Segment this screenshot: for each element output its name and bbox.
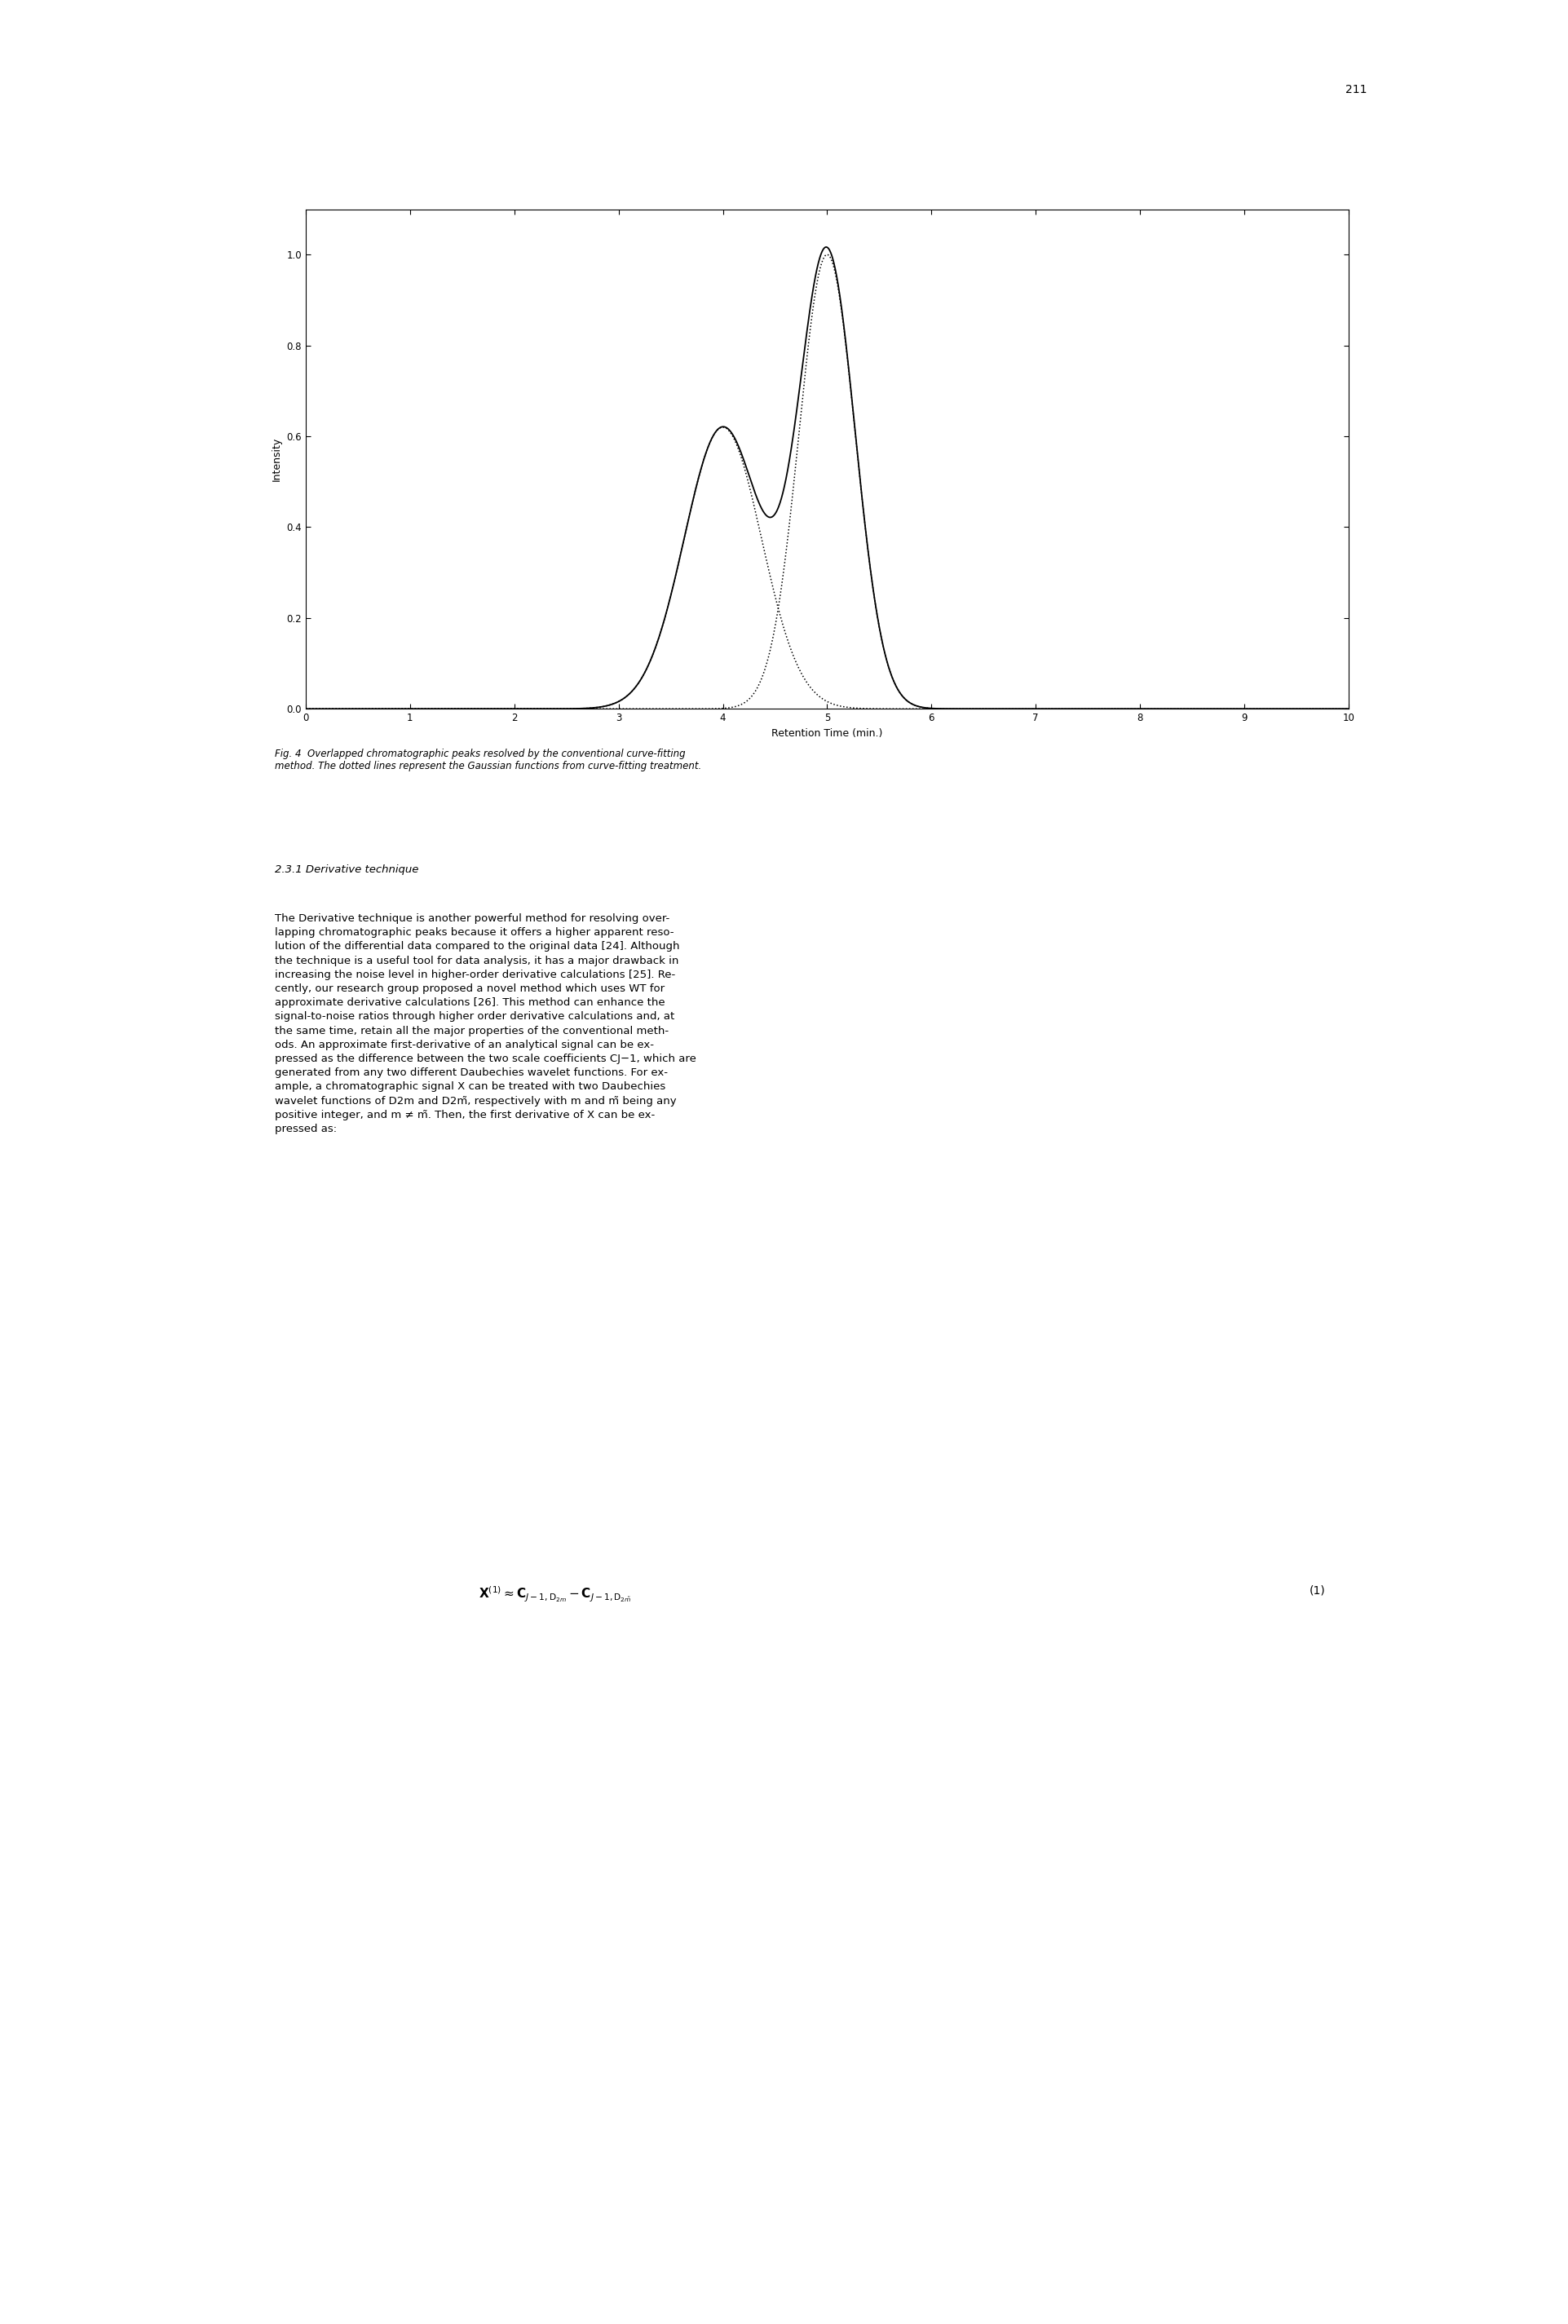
X-axis label: Retention Time (min.): Retention Time (min.) bbox=[771, 727, 883, 739]
Text: 211: 211 bbox=[1345, 84, 1367, 95]
Text: $\mathbf{X}^{(1)} \approx \mathbf{C}_{J-1,\mathrm{D}_{2m}} - \mathbf{C}_{J-1,\ma: $\mathbf{X}^{(1)} \approx \mathbf{C}_{J-… bbox=[478, 1585, 632, 1604]
Text: Fig. 4  Overlapped chromatographic peaks resolved by the conventional curve-fitt: Fig. 4 Overlapped chromatographic peaks … bbox=[274, 748, 701, 772]
Text: The Derivative technique is another powerful method for resolving over-
lapping : The Derivative technique is another powe… bbox=[274, 913, 696, 1134]
Text: 2.3.1 Derivative technique: 2.3.1 Derivative technique bbox=[274, 865, 419, 876]
Y-axis label: Intensity: Intensity bbox=[271, 437, 282, 481]
Text: (1): (1) bbox=[1309, 1585, 1325, 1597]
